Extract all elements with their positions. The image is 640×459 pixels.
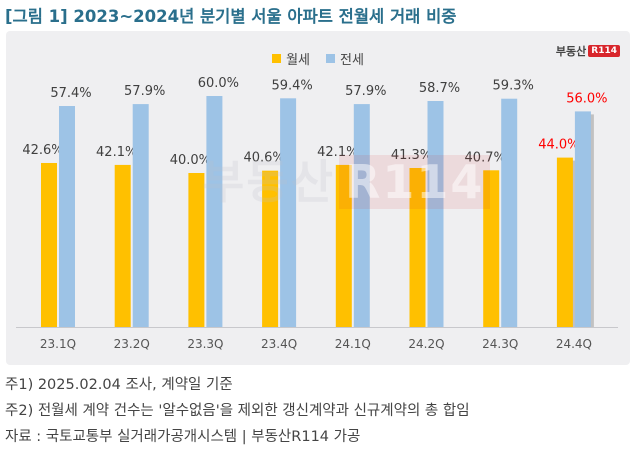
data-label-jeonse-24.3Q: 59.3% (493, 79, 534, 94)
x-tick-label-23.1Q: 23.1Q (40, 337, 76, 351)
x-tick-label-24.1Q: 24.1Q (335, 337, 371, 351)
footnote-1: 주1) 2025.02.04 조사, 계약일 기준 (5, 377, 233, 393)
bar-jeonse-23.4Q (280, 98, 297, 327)
x-tick-label-24.2Q: 24.2Q (408, 337, 444, 351)
data-label-jeonse-23.2Q: 57.9% (124, 84, 165, 99)
source-note: 자료 : 국토교통부 실거래가공개시스템 | 부동산R114 가공 (5, 429, 361, 445)
footnotes: 주1) 2025.02.04 조사, 계약일 기준 주2) 전월세 계약 건수는… (5, 372, 470, 450)
data-label-monthly-24.4Q: 44.0% (538, 138, 579, 153)
bar-chart: 42.6% 57.4% 23.1Q 42.1% 57.9% 23.2Q 40.0% 60.0%… (16, 76, 618, 351)
bar-jeonse-23.1Q (59, 106, 75, 327)
data-label-jeonse-23.3Q: 60.0% (198, 76, 239, 91)
data-label-monthly-23.2Q: 42.1% (96, 145, 137, 160)
bar-monthly-23.1Q (41, 162, 57, 327)
chart-title: [그림 1] 2023~2024년 분기별 서울 아파트 전월세 거래 비중 (5, 7, 457, 26)
data-label-monthly-23.3Q: 40.0% (170, 153, 211, 168)
bar-jeonse-23.2Q (132, 104, 149, 328)
data-label-monthly-24.2Q: 41.3% (391, 148, 432, 163)
legend-item-jeonse: 전세 (326, 49, 364, 68)
x-tick-label-23.4Q: 23.4Q (261, 337, 297, 351)
bar-monthly-24.2Q (409, 167, 426, 327)
bar-jeonse-24.1Q (353, 104, 370, 328)
bar-jeonse-24.2Q (427, 101, 444, 327)
legend-label-monthly: 월세 (286, 53, 310, 68)
chart-panel: 부동산 R114 월세 전세 부동산 R114 42.6% 57.4% 23.1Q 42… (6, 31, 630, 365)
legend-swatch-jeonse (326, 54, 335, 63)
data-label-jeonse-23.4Q: 59.4% (271, 78, 312, 93)
data-label-monthly-23.1Q: 42.6% (22, 143, 63, 158)
data-label-monthly-24.3Q: 40.7% (465, 150, 506, 165)
x-tick-label-23.2Q: 23.2Q (114, 337, 150, 351)
x-tick-label-24.3Q: 24.3Q (482, 337, 518, 351)
bar-monthly-24.3Q (483, 170, 500, 327)
x-tick-label-23.3Q: 23.3Q (187, 337, 223, 351)
data-label-monthly-23.4Q: 40.6% (243, 151, 284, 166)
data-label-jeonse-24.2Q: 58.7% (419, 81, 460, 96)
watermark-text: 부동산 (202, 155, 335, 209)
legend-swatch-monthly (272, 54, 282, 63)
bar-monthly-23.4Q (262, 170, 279, 327)
data-label-jeonse-24.4Q: 56.0% (566, 91, 607, 106)
brand-logo-text: 부동산 (555, 45, 587, 58)
legend-item-monthly: 월세 (272, 49, 310, 68)
bar-monthly-24.4Q (556, 157, 573, 327)
bar-jeonse-24.4Q (574, 111, 591, 328)
brand-logo: 부동산 R114 (556, 43, 620, 59)
data-label-jeonse-23.1Q: 57.4% (50, 86, 91, 101)
x-tick-label-24.4Q: 24.4Q (556, 337, 592, 351)
bar-jeonse-23.3Q (206, 96, 223, 327)
bar-monthly-23.3Q (188, 173, 205, 327)
chart-legend: 월세 전세 (6, 49, 630, 68)
brand-logo-badge: R114 (588, 45, 620, 57)
data-label-jeonse-24.1Q: 57.9% (345, 84, 386, 99)
watermark: 부동산 R114 (202, 146, 491, 212)
watermark-badge: R114 (338, 155, 491, 209)
bar-monthly-23.2Q (114, 164, 131, 327)
data-label-monthly-24.1Q: 42.1% (317, 145, 358, 160)
bar-jeonse-24.3Q (501, 98, 518, 327)
footnote-2: 주2) 전월세 계약 건수는 '알수없음'을 제외한 갱신계약과 신규계약의 총… (5, 403, 470, 419)
legend-label-jeonse: 전세 (340, 53, 364, 68)
bar-monthly-24.1Q (335, 164, 352, 327)
